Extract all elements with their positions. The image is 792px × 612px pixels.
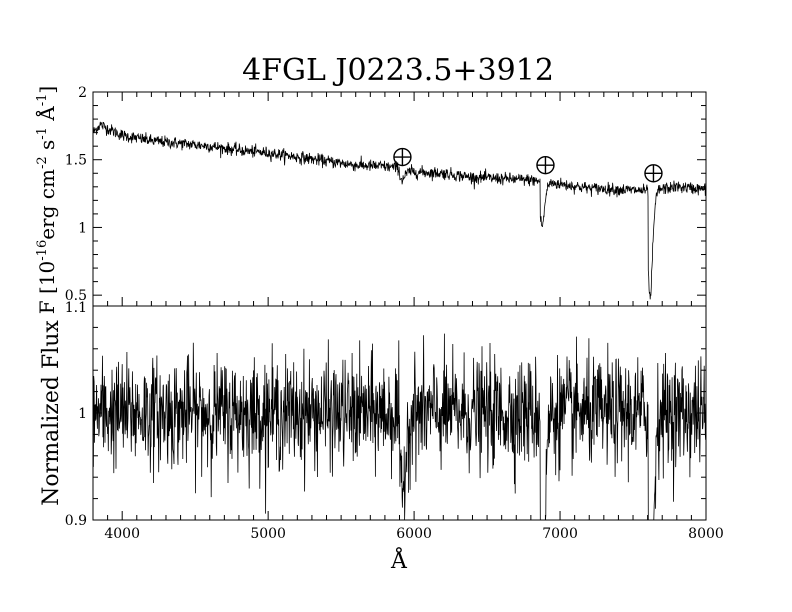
ylabel-exp2: -2 — [35, 156, 50, 169]
svg-text:F [10-16erg cm-2 s-1 Å-1]: F [10-16erg cm-2 s-1 Å-1] — [34, 86, 59, 314]
chart-title: 4FGL J0223.5+3912 — [242, 53, 554, 88]
bottom-y-tick-label: 1 — [78, 406, 87, 422]
top-spectrum-line — [92, 121, 707, 300]
bottom-y-tick-label: 0.9 — [65, 513, 87, 529]
bottom-panel-plot — [92, 333, 707, 521]
bottom-y-axis-ticks: 0.9 1 1.1 — [65, 300, 706, 529]
x-tick-label: 7000 — [542, 526, 578, 542]
x-tick-label: 4000 — [104, 526, 140, 542]
x-tick-label: 5000 — [250, 526, 286, 542]
ylabel-exp4: -1 — [35, 94, 50, 107]
x-axis-ticks: 4000 5000 6000 7000 8000 — [104, 92, 724, 542]
earth-symbol-2 — [644, 164, 663, 183]
top-y-axis-label: F [10-16erg cm-2 s-1 Å-1] — [34, 86, 59, 314]
ylabel-mid1: erg cm — [35, 169, 59, 240]
top-y-axis-ticks: 0.5 1 1.5 2 — [65, 85, 706, 304]
x-axis-label: Å — [390, 546, 408, 574]
normalized-spectrum-line — [92, 333, 707, 521]
ylabel-exp3: -1 — [35, 127, 50, 140]
top-panel-plot — [92, 121, 707, 300]
ylabel-mid3: Å — [34, 106, 59, 127]
bottom-y-axis-label: Normalized Flux — [39, 320, 64, 506]
telluric-markers — [393, 147, 663, 183]
top-y-tick-label: 1 — [78, 220, 87, 236]
top-y-tick-label: 1.5 — [65, 153, 87, 169]
ylabel-mid2: s — [35, 140, 59, 157]
top-y-tick-label: 2 — [78, 85, 87, 101]
top-panel-frame — [92, 91, 707, 307]
bottom-y-axis-label-group: Normalized Flux — [39, 320, 64, 506]
ylabel-exp1: -16 — [35, 240, 50, 261]
x-tick-label: 8000 — [688, 526, 724, 542]
top-y-tick-label: 0.5 — [65, 288, 87, 304]
bottom-y-tick-label: 1.1 — [65, 300, 87, 316]
ylabel-prefix: F [10 — [35, 261, 59, 315]
x-tick-label: 6000 — [396, 526, 432, 542]
ylabel-suffix: ] — [35, 86, 59, 94]
earth-symbol-1 — [536, 155, 555, 175]
earth-symbol-0 — [393, 147, 412, 167]
